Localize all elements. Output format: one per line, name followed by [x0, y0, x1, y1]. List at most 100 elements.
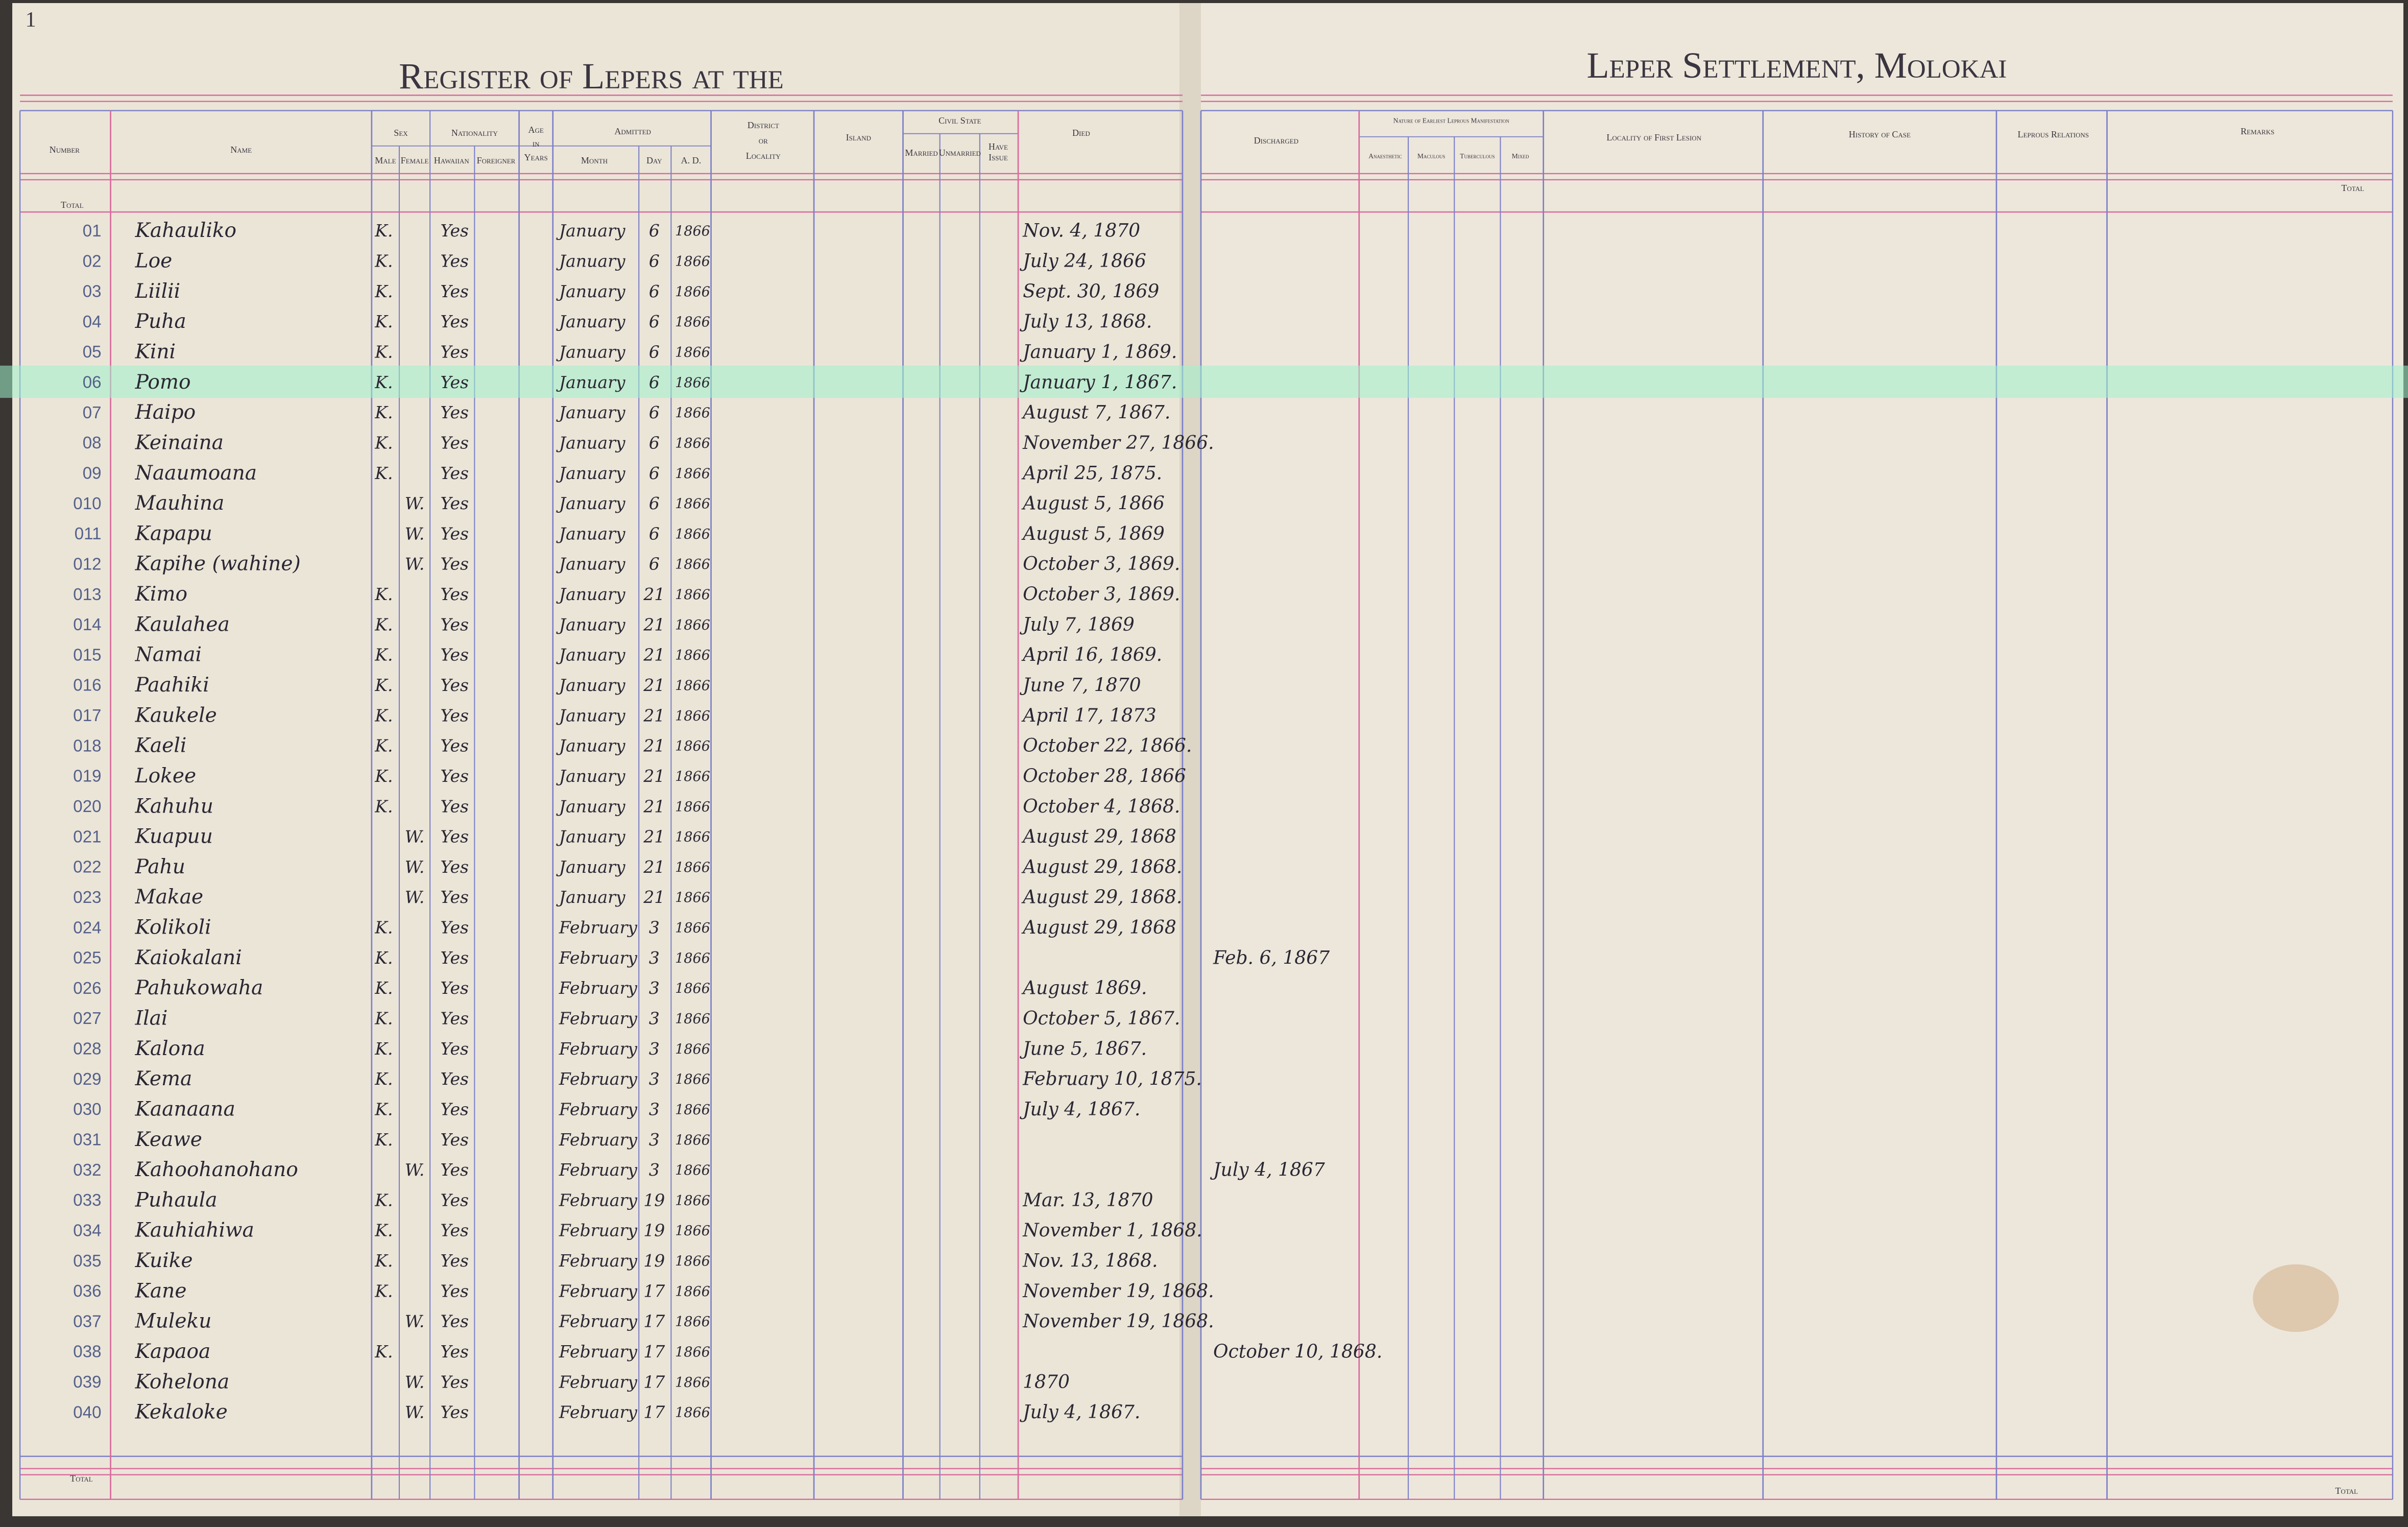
row-year: 1866	[675, 1102, 710, 1118]
row-died: June 5, 1867.	[1019, 1038, 1147, 1059]
row-number: 021	[73, 827, 101, 846]
row-year: 1866	[675, 648, 710, 663]
row-year: 1866	[675, 1011, 710, 1027]
row-nationality: Yes	[441, 1039, 469, 1059]
row-died: August 5, 1869	[1021, 523, 1165, 544]
row-number: 020	[73, 797, 101, 816]
column-header: Nationality	[451, 128, 498, 138]
row-male: K.	[374, 705, 393, 725]
row-month: January	[556, 251, 626, 271]
row-male: K.	[374, 463, 393, 483]
row-year: 1866	[675, 557, 710, 572]
row-nationality: Yes	[441, 1251, 469, 1271]
row-year: 1866	[675, 315, 710, 330]
title-left: Register of Lepers at the	[399, 56, 784, 97]
row-number: 017	[73, 706, 101, 725]
column-header: Tuberculous	[1460, 152, 1495, 160]
row-month: February	[559, 978, 638, 998]
column-header: Age	[528, 125, 543, 135]
row-nationality: Yes	[441, 857, 469, 877]
row-female: W.	[405, 554, 425, 574]
title-right: Leper Settlement, Molokai	[1587, 45, 2007, 86]
row-discharged: October 10, 1868.	[1213, 1341, 1382, 1363]
row-name: Namai	[135, 643, 202, 666]
row-day: 6	[649, 281, 660, 301]
row-number: 023	[73, 888, 101, 907]
row-name: Kuapuu	[135, 825, 213, 848]
row-highlight	[0, 365, 2408, 398]
row-died: October 5, 1867.	[1023, 1008, 1180, 1029]
row-nationality: Yes	[441, 312, 469, 331]
row-month: February	[559, 1099, 638, 1119]
page-number: 1	[26, 8, 36, 32]
row-male: K.	[374, 1190, 393, 1210]
row-died: July 4, 1867.	[1019, 1401, 1140, 1423]
row-year: 1866	[675, 1041, 710, 1057]
row-male: K.	[374, 251, 393, 271]
row-name: Kema	[135, 1067, 192, 1090]
row-year: 1866	[675, 1405, 710, 1421]
row-nationality: Yes	[441, 948, 469, 968]
row-died: November 27, 1866.	[1022, 432, 1214, 454]
column-header: Married	[905, 148, 937, 158]
column-header: Month	[581, 155, 608, 165]
row-nationality: Yes	[441, 827, 469, 847]
row-month: January	[556, 705, 626, 725]
row-month: February	[559, 1190, 638, 1210]
row-number: 07	[83, 403, 102, 422]
row-number: 06	[83, 373, 102, 392]
row-year: 1866	[675, 981, 710, 997]
row-year: 1866	[675, 1254, 710, 1270]
row-day: 3	[649, 978, 660, 998]
row-number: 035	[73, 1252, 101, 1271]
row-nationality: Yes	[441, 978, 469, 998]
row-month: January	[556, 584, 626, 604]
row-year: 1866	[675, 1072, 710, 1088]
row-day: 21	[643, 614, 665, 634]
row-nationality: Yes	[441, 645, 469, 665]
row-month: February	[559, 1130, 638, 1150]
row-number: 040	[73, 1403, 101, 1422]
row-month: February	[559, 1402, 638, 1422]
ruling	[19, 94, 2394, 1500]
row-number: 015	[73, 646, 101, 664]
row-nationality: Yes	[441, 523, 469, 543]
row-number: 033	[73, 1191, 101, 1210]
row-day: 6	[649, 493, 660, 513]
row-year: 1866	[675, 375, 710, 391]
row-name: Puhaula	[135, 1188, 218, 1211]
row-name: Pahukowaha	[135, 976, 263, 999]
column-header: Sex	[394, 128, 408, 138]
row-nationality: Yes	[441, 554, 469, 574]
column-header: or	[759, 135, 768, 146]
row-day: 21	[643, 857, 665, 877]
row-male: K.	[374, 766, 393, 786]
row-day: 3	[649, 1130, 660, 1150]
row-died: November 1, 1868.	[1022, 1220, 1202, 1241]
row-male: K.	[374, 978, 393, 998]
row-day: 17	[643, 1372, 665, 1392]
row-day: 6	[649, 554, 660, 574]
row-year: 1866	[675, 436, 710, 451]
row-nationality: Yes	[441, 221, 469, 241]
row-female: W.	[405, 1402, 425, 1422]
row-died: November 19, 1868.	[1022, 1280, 1214, 1302]
row-male: K.	[374, 1130, 393, 1150]
row-month: January	[556, 402, 626, 422]
row-died: August 29, 1868.	[1021, 856, 1182, 877]
row-number: 05	[83, 343, 102, 362]
row-number: 013	[73, 585, 101, 604]
row-month: January	[556, 342, 626, 362]
row-nationality: Yes	[441, 796, 469, 816]
row-nationality: Yes	[441, 766, 469, 786]
column-header: Foreigner	[477, 155, 516, 165]
row-male: K.	[374, 675, 393, 695]
row-day: 21	[643, 736, 665, 756]
row-number: 016	[73, 676, 101, 695]
row-name: Kaiokalani	[135, 946, 242, 969]
row-died: January 1, 1869.	[1019, 341, 1177, 363]
row-name: Kohelona	[135, 1370, 230, 1393]
total-label: Total	[2341, 183, 2364, 193]
row-month: January	[556, 645, 626, 665]
row-died: February 10, 1875.	[1022, 1068, 1202, 1090]
